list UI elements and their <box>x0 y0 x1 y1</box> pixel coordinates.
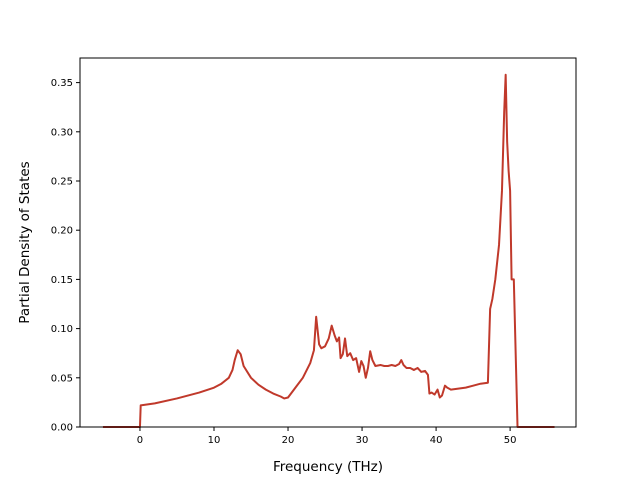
y-tick-label: 0.00 <box>51 423 73 434</box>
plot-layer <box>102 73 555 428</box>
series-line-0 <box>102 73 555 428</box>
x-tick-label: 0 <box>137 435 143 446</box>
y-tick-label: 0.15 <box>51 275 73 286</box>
y-tick-label: 0.05 <box>51 373 73 384</box>
x-tick-label: 20 <box>282 435 295 446</box>
axes-frame <box>79 57 577 428</box>
ticks-layer: 0 10 20 30 40 50 0.00 0.05 0.10 0.15 0.20 0.25 0.30 0… <box>51 78 517 446</box>
x-axis-label: Frequency (THz) <box>273 459 383 475</box>
y-tick-label: 0.25 <box>51 177 73 188</box>
y-tick-label: 0.20 <box>51 226 73 237</box>
y-tick-label: 0.30 <box>51 127 73 138</box>
x-tick-label: 50 <box>504 435 517 446</box>
y-tick-label: 0.35 <box>51 78 73 89</box>
y-axis-label: Partial Density of States <box>17 161 33 323</box>
x-tick-label: 30 <box>356 435 369 446</box>
x-tick-label: 10 <box>208 435 221 446</box>
y-tick-label: 0.10 <box>51 324 73 335</box>
x-tick-label: 40 <box>430 435 443 446</box>
